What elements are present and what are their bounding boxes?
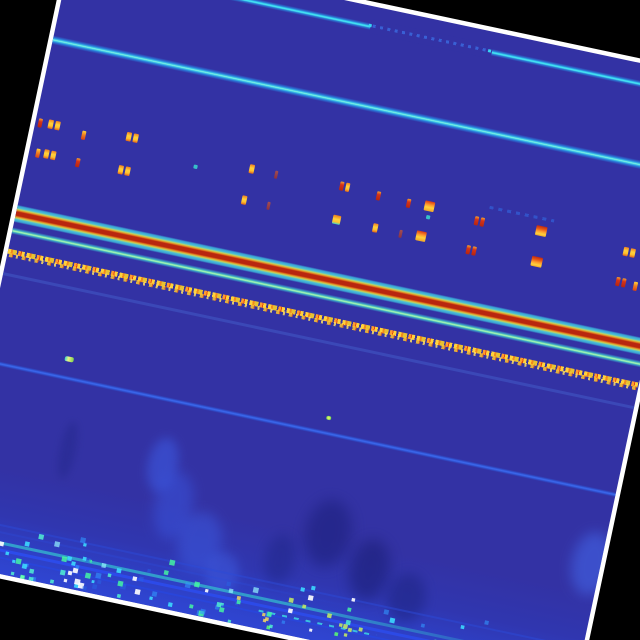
emission-mark-red <box>375 191 381 201</box>
emission-mark-ypair <box>43 149 59 161</box>
emission-mark-red <box>405 198 411 209</box>
emission-mark-dash <box>344 182 351 193</box>
emission-mark-yblock <box>415 230 427 243</box>
emission-mark-dash <box>43 149 50 159</box>
emission-mark-dash <box>615 276 621 287</box>
emission-mark-dash <box>471 246 477 256</box>
emission-mark-rpair <box>473 216 488 227</box>
emission-mark-dash <box>479 217 485 227</box>
upper-line-dropout-dashes <box>372 24 491 53</box>
green-dot <box>325 415 332 421</box>
emission-mark-redfaint <box>273 170 278 179</box>
emission-mark-ypair <box>117 164 133 177</box>
emission-mark-cyan <box>193 164 198 169</box>
emission-mark-ryblock <box>530 255 544 268</box>
emission-mark-rypair <box>338 181 353 193</box>
cyan-speck-a <box>368 23 373 28</box>
emission-mark-dash <box>125 131 132 142</box>
cyan-line-upper <box>68 0 640 100</box>
emission-mark-dash <box>54 120 61 131</box>
emission-mark-yblock <box>423 200 436 213</box>
emission-mark-rpair <box>615 276 629 288</box>
blue-line <box>0 357 617 497</box>
plume-smudge <box>53 420 82 481</box>
emission-mark-ryblock <box>534 225 548 238</box>
emission-mark-dash <box>473 216 479 226</box>
emission-mark-orange <box>632 281 639 292</box>
emission-mark-dash <box>124 166 131 177</box>
emission-mark-cyan <box>425 214 431 220</box>
emission-mark-red <box>74 157 81 168</box>
emission-mark-dash <box>465 244 471 255</box>
emission-mark-dash <box>338 181 345 191</box>
emission-mark-dash <box>47 119 54 130</box>
emission-mark-dash <box>132 133 139 144</box>
emission-mark-yellow <box>371 223 379 233</box>
emission-mark-yellow <box>240 195 248 205</box>
emission-mark-ycyan <box>331 214 342 225</box>
green-dash <box>64 355 75 363</box>
emission-mark-dash <box>49 150 57 161</box>
emission-mark-orange <box>80 130 87 141</box>
emission-mark-ypair <box>622 246 638 259</box>
emission-mark-dash <box>622 246 629 257</box>
ghost-dashes <box>489 205 555 222</box>
emission-mark-dash <box>629 248 636 258</box>
cyan-speck-b <box>487 49 492 53</box>
emission-mark-redfaint <box>266 201 271 210</box>
green-line <box>11 226 640 368</box>
emission-mark-ypair <box>47 119 63 131</box>
emission-mark-dash <box>117 164 124 175</box>
cyan-line-bright <box>51 34 640 178</box>
emission-mark-yellow <box>248 164 255 174</box>
emission-mark-dash <box>620 278 627 288</box>
emission-mark-orange <box>35 148 41 159</box>
emission-mark-red <box>37 118 43 128</box>
emission-mark-rpair <box>465 244 479 256</box>
emission-mark-ypair <box>125 131 141 144</box>
emission-mark-redfaint <box>398 229 403 238</box>
